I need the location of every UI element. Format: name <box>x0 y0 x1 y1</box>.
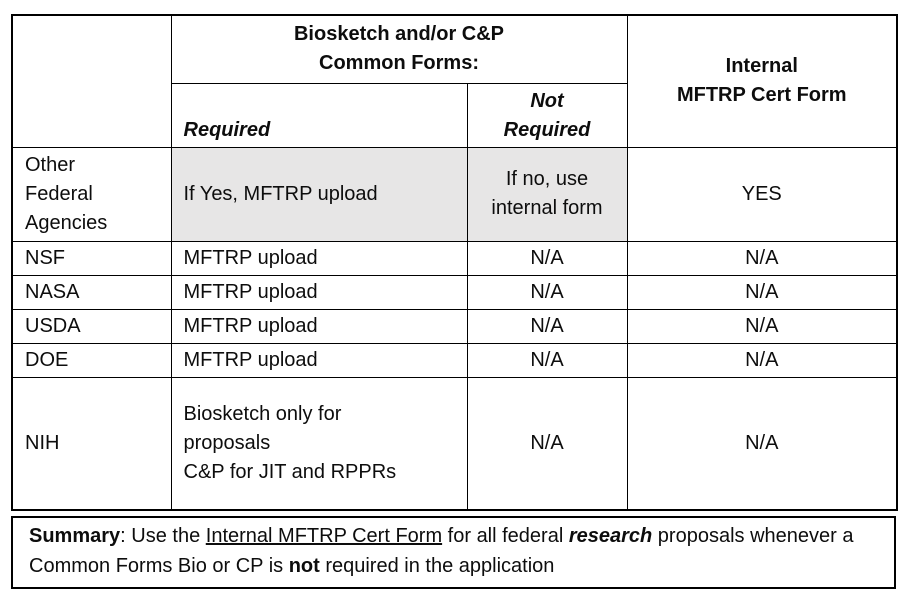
cell-internal: N/A <box>626 274 898 310</box>
header-internal-mftrp: Internal MFTRP Cert Form <box>626 14 898 148</box>
table-row-nasa: NASA MFTRP upload N/A N/A <box>11 274 898 310</box>
summary-segment: required in the application <box>319 555 555 577</box>
cell-agency: NASA <box>11 274 172 310</box>
table-row-usda: USDA MFTRP upload N/A N/A <box>11 308 898 344</box>
header-empty-cell <box>11 14 172 148</box>
cell-required: Biosketch only for proposals C&P for JIT… <box>170 376 468 511</box>
cell-required: If Yes, MFTRP upload <box>170 146 468 242</box>
cell-agency: USDA <box>11 308 172 344</box>
table-row-other-federal: Other Federal Agencies If Yes, MFTRP upl… <box>11 146 898 242</box>
cell-not-required: N/A <box>466 376 628 511</box>
agency-forms-table: Biosketch and/or C&P Common Forms: Inter… <box>11 14 899 511</box>
table-row-doe: DOE MFTRP upload N/A N/A <box>11 342 898 378</box>
cell-required: MFTRP upload <box>170 274 468 310</box>
cell-internal: N/A <box>626 308 898 344</box>
summary-segment: Summary <box>29 525 121 547</box>
table-row-nsf: NSF MFTRP upload N/A N/A <box>11 240 898 276</box>
summary-box: Summary: Use the Internal MFTRP Cert For… <box>11 516 896 589</box>
cell-agency: NIH <box>11 376 172 511</box>
header-required: Required <box>170 82 468 148</box>
cell-internal: N/A <box>626 342 898 378</box>
summary-segment: research <box>568 525 653 547</box>
cell-required: MFTRP upload <box>170 342 468 378</box>
table-row-nih: NIH Biosketch only for proposals C&P for… <box>11 376 898 511</box>
cell-not-required: N/A <box>466 274 628 310</box>
cell-agency: NSF <box>11 240 172 276</box>
summary-segment: Internal MFTRP Cert Form <box>205 525 443 547</box>
summary-segment: : Use the <box>120 525 206 547</box>
cell-not-required: N/A <box>466 308 628 344</box>
header-not-required: Not Required <box>466 82 628 148</box>
header-row-group: Biosketch and/or C&P Common Forms: Inter… <box>11 14 898 148</box>
summary-segment: for all federal <box>442 525 569 547</box>
cell-internal: YES <box>626 146 898 242</box>
cell-not-required: N/A <box>466 342 628 378</box>
cell-not-required: N/A <box>466 240 628 276</box>
summary-segment: not <box>288 555 320 577</box>
cell-required: MFTRP upload <box>170 240 468 276</box>
header-row-sub: Required Not Required <box>12 82 897 148</box>
cell-internal: N/A <box>626 240 898 276</box>
cell-internal: N/A <box>626 376 898 511</box>
cell-agency: Other Federal Agencies <box>11 146 172 242</box>
cell-required: MFTRP upload <box>170 308 468 344</box>
summary-segment: proposals whenever a Common Forms Bio or… <box>29 525 854 577</box>
cell-not-required: If no, use internal form <box>466 146 628 242</box>
header-group-title: Biosketch and/or C&P Common Forms: <box>170 14 628 84</box>
cell-agency: DOE <box>11 342 172 378</box>
